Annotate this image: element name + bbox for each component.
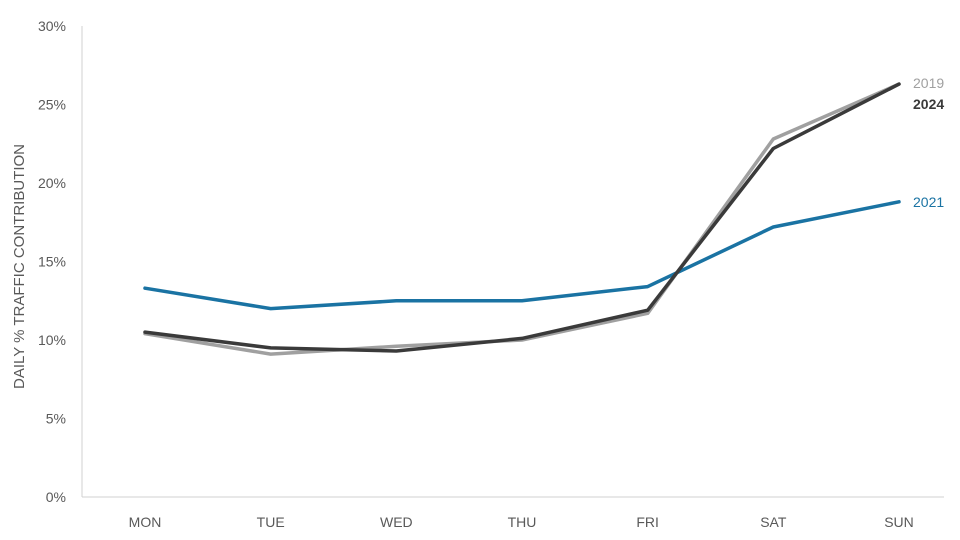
x-tick-label: WED: [380, 514, 413, 530]
y-tick-labels: 0% 5% 10% 15% 20% 25% 30%: [38, 18, 66, 505]
series-label-2021: 2021: [913, 194, 944, 210]
y-tick-label: 5%: [46, 411, 66, 427]
y-tick-label: 25%: [38, 97, 66, 113]
y-tick-label: 15%: [38, 254, 66, 270]
x-tick-label: THU: [508, 514, 537, 530]
x-tick-label: SAT: [760, 514, 787, 530]
y-tick-label: 20%: [38, 175, 66, 191]
x-tick-label: FRI: [636, 514, 659, 530]
series-label-2019: 2019: [913, 75, 944, 91]
series-line-2019: [143, 82, 901, 356]
x-tick-label: TUE: [257, 514, 285, 530]
series-label-2024: 2024: [913, 96, 944, 112]
series-line-2024: [143, 82, 901, 353]
x-tick-label: MON: [129, 514, 162, 530]
axes: [81, 26, 944, 498]
x-tick-label: SUN: [884, 514, 914, 530]
y-tick-label: 0%: [46, 489, 66, 505]
x-tick-labels: MON TUE WED THU FRI SAT SUN: [129, 514, 914, 530]
y-axis-title: DAILY % TRAFFIC CONTRIBUTION: [11, 144, 28, 389]
series-line-2021: [143, 200, 901, 311]
series-lines: [143, 82, 901, 356]
y-tick-label: 30%: [38, 18, 66, 34]
series-labels: 2019 2021 2024: [913, 75, 944, 210]
y-tick-label: 10%: [38, 332, 66, 348]
